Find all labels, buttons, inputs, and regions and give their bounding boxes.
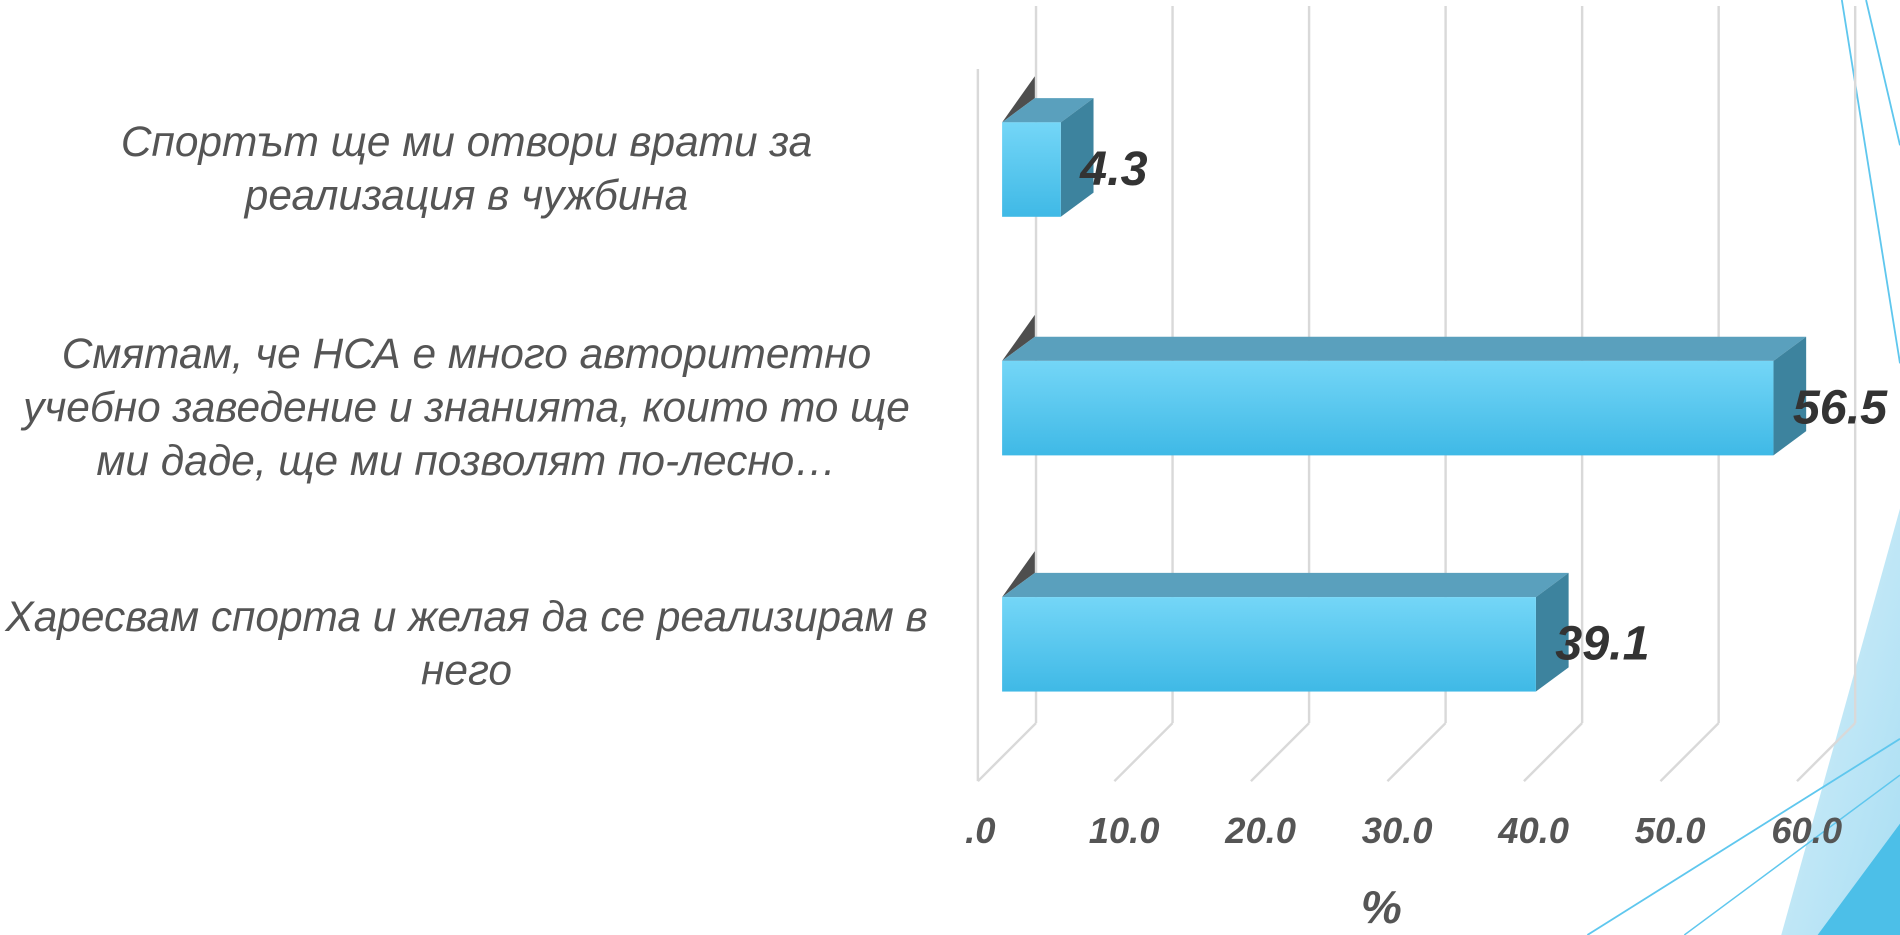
x-tick-label: 10.0 (1089, 810, 1160, 851)
decoration (1586, 0, 1900, 935)
grid-line-floor (1659, 722, 1720, 783)
bar-side (1060, 98, 1094, 217)
data-label: 56.5 (1793, 380, 1888, 434)
bar-side (1535, 572, 1569, 692)
bar-top (1002, 336, 1807, 361)
grid-line-floor (1796, 722, 1857, 783)
x-tick-label: .0 (965, 810, 995, 851)
y-tick-label: Спортът ще ми отвори врати за реализация… (120, 118, 813, 220)
bar (1002, 314, 1807, 456)
bar-front (1002, 597, 1536, 692)
category-label-box: Смятам, че НСА е много авторитетно учебн… (0, 311, 933, 505)
y-tick-label: Харесвам спорта и желая да се реализирам… (5, 593, 928, 694)
data-label: 4.3 (1079, 142, 1147, 196)
grid-line-floor (977, 722, 1037, 783)
x-tick-label: 20.0 (1224, 810, 1296, 851)
x-tick-label: 50.0 (1635, 810, 1706, 851)
category-label-box: Харесвам спорта и желая да се реализирам… (0, 547, 933, 741)
bar-shadow (1002, 314, 1035, 361)
category-label-box: Спортът ще ми отвори врати за реализация… (0, 73, 933, 267)
category-label-box: Харесвам спорта и желая да се реализирам… (0, 547, 933, 741)
bar-side (1773, 336, 1807, 456)
grid-line-floor (1250, 722, 1310, 783)
bar-shadow (1002, 76, 1035, 123)
category-label-box: Спортът ще ми отвори врати за реализация… (0, 73, 933, 267)
data-label: 39.1 (1555, 617, 1649, 671)
x-tick-label: 30.0 (1362, 810, 1433, 851)
x-axis-label: % (1361, 881, 1402, 933)
bar-top (1002, 572, 1569, 598)
bar (1002, 551, 1569, 692)
y-tick-label: Смятам, че НСА е много авторитетно учебн… (23, 330, 910, 485)
x-tick-label: 60.0 (1771, 810, 1842, 851)
x-tick-label: 40.0 (1497, 810, 1569, 851)
category-label-box: Смятам, че НСА е много авторитетно учебн… (0, 311, 933, 505)
bar-front (1002, 122, 1061, 217)
bar-top (1002, 98, 1094, 123)
grid-line-floor (1113, 722, 1174, 783)
grid-line-floor (1386, 722, 1447, 783)
grid-line-floor (1523, 722, 1583, 783)
bar (1002, 76, 1094, 217)
bar-front (1002, 360, 1774, 456)
